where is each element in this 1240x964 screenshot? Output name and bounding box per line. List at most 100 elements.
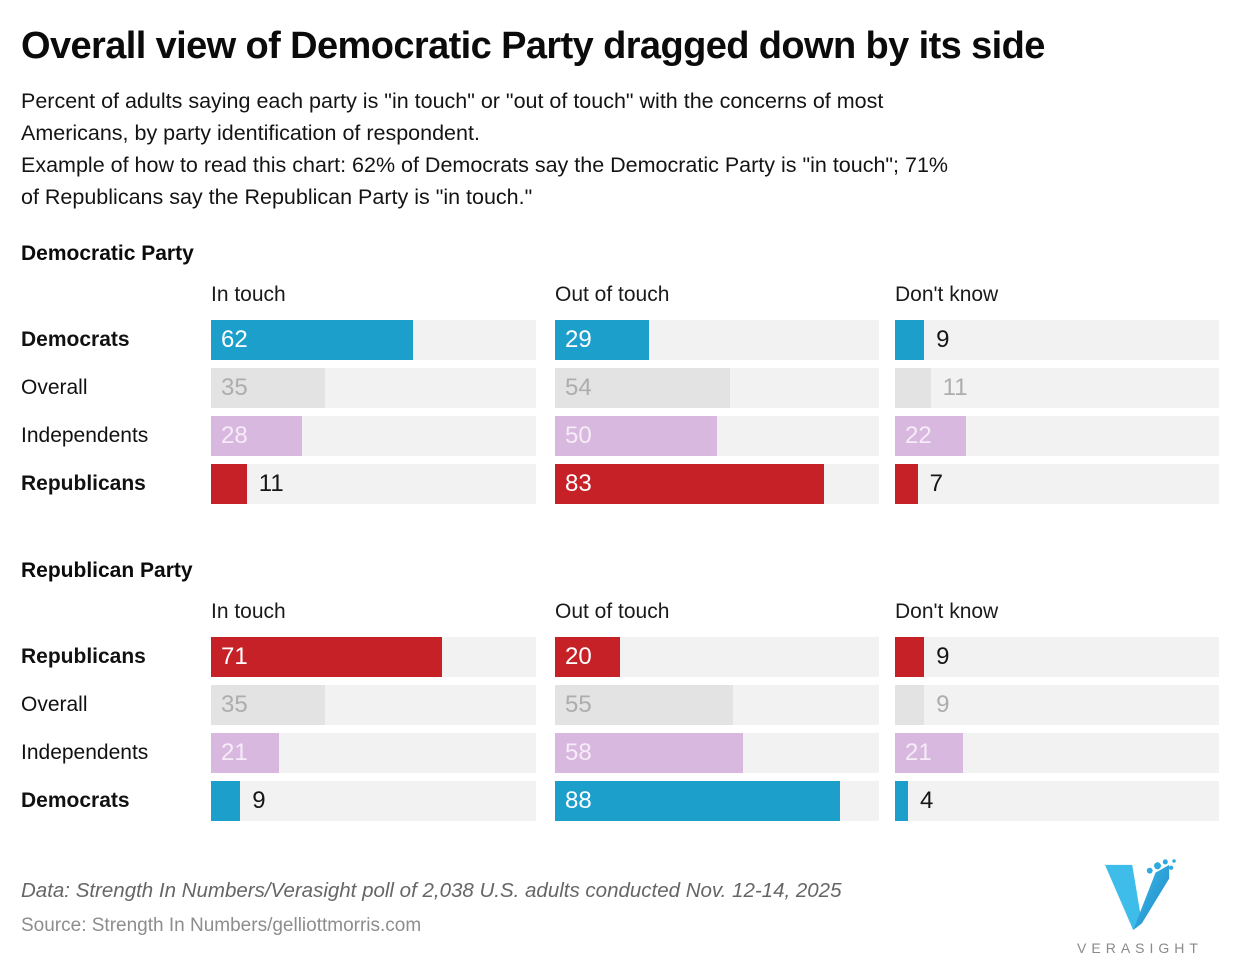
bar-track: 35 [211, 368, 536, 408]
column-headers: In touch Out of touch Don't know [21, 266, 1219, 320]
bar-value: 35 [221, 691, 248, 718]
bar-track: 20 [555, 637, 879, 677]
bar-segment: 21 [895, 733, 964, 773]
column-header: Out of touch [555, 600, 670, 623]
bar-segment: 35 [211, 685, 325, 725]
bar-track: 21 [895, 733, 1219, 773]
bar-value: 54 [565, 374, 592, 401]
bar-track: 62 [211, 320, 536, 360]
bar-value: 9 [936, 691, 950, 718]
bar-track: 9 [895, 320, 1219, 360]
chart-row: Democrats 9 88 4 [21, 781, 1219, 821]
bar-track: 4 [895, 781, 1219, 821]
bar-track: 21 [211, 733, 536, 773]
republican-party-chart: In touch Out of touch Don't know Republican… [21, 583, 1219, 821]
bar-track: 9 [895, 637, 1219, 677]
bar-segment [895, 368, 931, 408]
bar-track: 55 [555, 685, 879, 725]
column-headers: In touch Out of touch Don't know [21, 583, 1219, 637]
bar-track: 88 [555, 781, 879, 821]
bar-segment: 58 [555, 733, 743, 773]
row-label: Republicans [21, 645, 146, 668]
chart-row: Overall 35 55 9 [21, 685, 1219, 725]
democratic-party-section: Democratic Party In touch Out of touch Don… [21, 241, 1219, 504]
bar-segment: 88 [555, 781, 841, 821]
bar-segment: 35 [211, 368, 325, 408]
bar-segment: 62 [211, 320, 413, 360]
bar-value: 71 [221, 643, 248, 670]
row-label: Independents [21, 741, 149, 764]
bar-track: 9 [895, 685, 1219, 725]
row-label: Democrats [21, 789, 130, 812]
section-title-democratic-party: Democratic Party [21, 242, 194, 265]
bar-track: 28 [211, 416, 536, 456]
bar-value: 62 [221, 326, 248, 353]
bar-value: 88 [565, 787, 592, 814]
chart-row: Republicans 71 20 9 [21, 637, 1219, 677]
chart-row: Republicans 11 83 7 [21, 464, 1219, 504]
column-header: Don't know [895, 600, 999, 623]
column-header: In touch [211, 283, 286, 306]
chart-row: Democrats 62 29 9 [21, 320, 1219, 360]
bar-value: 55 [565, 691, 592, 718]
bar-track: 35 [211, 685, 536, 725]
chart-subtitle: Percent of adults saying each party is "… [21, 89, 949, 209]
bar-segment: 28 [211, 416, 302, 456]
bar-value: 9 [936, 643, 950, 670]
bar-value: 11 [942, 374, 968, 401]
page-title: Overall view of Democratic Party dragged… [21, 25, 1045, 67]
bar-track: 71 [211, 637, 536, 677]
bar-value: 21 [905, 739, 932, 766]
bar-track: 54 [555, 368, 879, 408]
bar-segment: 71 [211, 637, 442, 677]
verasight-logo: VERASIGHT [1075, 859, 1205, 956]
section-title-republican-party: Republican Party [21, 559, 193, 582]
row-label: Overall [21, 376, 88, 399]
bar-value: 50 [565, 422, 592, 449]
bar-segment [895, 320, 925, 360]
data-note: Data: Strength In Numbers/Verasight poll… [21, 878, 842, 902]
bar-segment: 50 [555, 416, 717, 456]
bar-segment: 55 [555, 685, 734, 725]
bar-segment [895, 781, 908, 821]
column-header: In touch [211, 600, 286, 623]
bar-segment: 21 [211, 733, 280, 773]
bar-value: 83 [565, 470, 592, 497]
bar-segment [895, 464, 918, 504]
bar-value: 11 [258, 470, 284, 497]
bar-track: 11 [895, 368, 1219, 408]
bar-track: 58 [555, 733, 879, 773]
row-label: Republicans [21, 472, 146, 495]
bar-segment [895, 685, 925, 725]
verasight-logo-text: VERASIGHT [1077, 940, 1203, 956]
bar-track: 29 [555, 320, 879, 360]
bar-track: 50 [555, 416, 879, 456]
bar-value: 29 [565, 326, 592, 353]
bar-track: 83 [555, 464, 879, 504]
republican-party-section: Republican Party In touch Out of touch Don… [21, 558, 1219, 821]
chart-row: Independents 21 58 21 [21, 733, 1219, 773]
column-header: Don't know [895, 283, 999, 306]
bar-value: 35 [221, 374, 248, 401]
bar-value: 9 [252, 787, 266, 814]
footer-text: Data: Strength In Numbers/Verasight poll… [21, 879, 841, 937]
verasight-v-icon [1104, 859, 1176, 931]
bar-value: 9 [936, 326, 950, 353]
chart-row: Independents 28 50 22 [21, 416, 1219, 456]
bar-track: 11 [211, 464, 536, 504]
bar-segment: 20 [555, 637, 620, 677]
bar-value: 28 [221, 422, 248, 449]
footer: Data: Strength In Numbers/Verasight poll… [21, 859, 1219, 956]
bar-track: 22 [895, 416, 1219, 456]
bar-segment: 29 [555, 320, 649, 360]
bar-segment: 22 [895, 416, 967, 456]
bar-value: 21 [221, 739, 248, 766]
bar-value: 4 [919, 787, 934, 814]
bar-segment [211, 781, 241, 821]
bar-segment: 54 [555, 368, 730, 408]
democratic-party-chart: In touch Out of touch Don't know Democrats 6… [21, 266, 1219, 504]
bar-value: 20 [565, 643, 592, 670]
column-header: Out of touch [555, 283, 670, 306]
bar-segment [211, 464, 247, 504]
